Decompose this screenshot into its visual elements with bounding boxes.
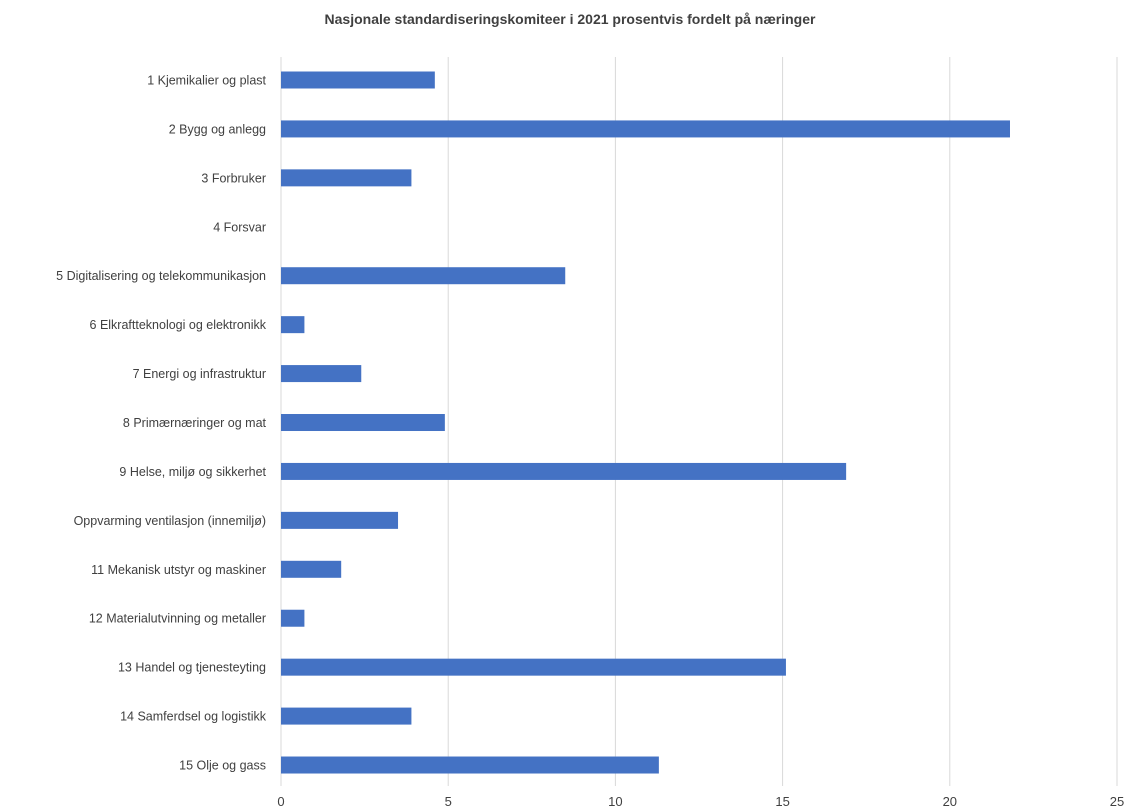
- bar: [281, 756, 659, 774]
- x-tick-label: 5: [445, 794, 452, 809]
- category-label: 11 Mekanisk utstyr og maskiner: [91, 563, 266, 577]
- bar: [281, 707, 412, 725]
- chart-title: Nasjonale standardiseringskomiteer i 202…: [324, 11, 816, 27]
- x-tick-label: 15: [775, 794, 789, 809]
- category-label: 2 Bygg og anlegg: [169, 122, 266, 136]
- bar: [281, 365, 362, 383]
- category-label: 3 Forbruker: [201, 171, 266, 185]
- bar: [281, 462, 847, 480]
- bar: [281, 658, 786, 676]
- bar: [281, 267, 566, 285]
- category-label: 8 Primærnæringer og mat: [123, 416, 267, 430]
- category-label: 9 Helse, miljø og sikkerhet: [119, 465, 266, 479]
- x-axis-tick-labels: 0 5 10 15 20 25: [277, 794, 1124, 809]
- x-tick-label: 0: [277, 794, 284, 809]
- category-labels: 1 Kjemikalier og plast 2 Bygg og anlegg 3 …: [56, 74, 267, 773]
- category-label: Oppvarming ventilasjon (innemiljø): [74, 514, 266, 528]
- x-tick-label: 25: [1110, 794, 1124, 809]
- bar: [281, 316, 305, 334]
- category-label: 13 Handel og tjenesteyting: [118, 661, 266, 675]
- x-tick-label: 20: [943, 794, 957, 809]
- category-label: 7 Energi og infrastruktur: [133, 367, 266, 381]
- category-label: 6 Elkraftteknologi og elektronikk: [90, 318, 267, 332]
- bar: [281, 169, 412, 187]
- category-label: 15 Olje og gass: [179, 759, 266, 773]
- bar: [281, 414, 445, 432]
- category-label: 5 Digitalisering og telekommunikasjon: [56, 269, 266, 283]
- category-label: 14 Samferdsel og logistikk: [120, 710, 267, 724]
- bar: [281, 71, 435, 89]
- category-label: 12 Materialutvinning og metaller: [89, 612, 266, 626]
- category-label: 4 Forsvar: [213, 220, 266, 234]
- bars: [281, 71, 1010, 774]
- bar: [281, 511, 399, 529]
- bar: [281, 560, 342, 578]
- category-label: 1 Kjemikalier og plast: [147, 74, 266, 88]
- bar: [281, 609, 305, 627]
- x-tick-label: 10: [608, 794, 622, 809]
- bar: [281, 120, 1010, 138]
